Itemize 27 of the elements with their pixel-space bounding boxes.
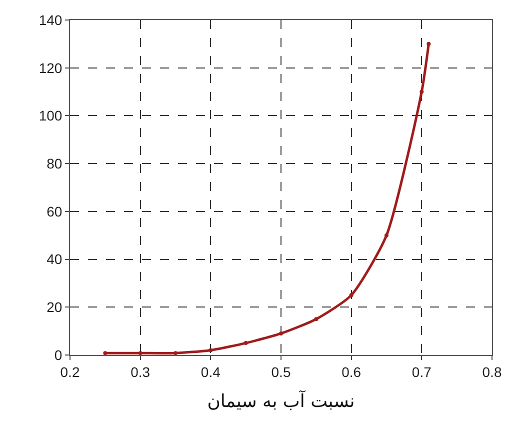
point [314, 317, 318, 322]
y-tick-label: 140 [38, 12, 62, 28]
y-tick-label: 40 [46, 251, 62, 268]
point [174, 351, 178, 355]
x-tick-label: 0.5 [271, 364, 291, 380]
y-tick-label: 60 [46, 203, 62, 220]
point [420, 90, 424, 94]
x-tick-label: 0.8 [482, 364, 502, 380]
y-tick-label: 100 [38, 108, 62, 124]
x-tick-label: 0.3 [130, 364, 150, 380]
point [138, 351, 142, 355]
y-tick-label: 120 [38, 60, 62, 76]
x-tick-label: 0.7 [412, 364, 432, 380]
point [426, 42, 431, 46]
point [103, 351, 108, 355]
point [384, 233, 388, 238]
x-tick-label: 0.4 [200, 364, 221, 380]
point [349, 293, 354, 298]
point [279, 331, 283, 336]
x-tick-label: 0.6 [342, 364, 362, 380]
y-tick-label: 0 [54, 346, 62, 363]
point [208, 348, 213, 352]
x-tick-label: 0.2 [60, 364, 80, 380]
y-tick-label: 80 [46, 155, 62, 172]
point [244, 341, 248, 346]
y-tick-label: 20 [46, 299, 62, 316]
x-axis-title: نسبت آب به سیمان [207, 390, 355, 412]
